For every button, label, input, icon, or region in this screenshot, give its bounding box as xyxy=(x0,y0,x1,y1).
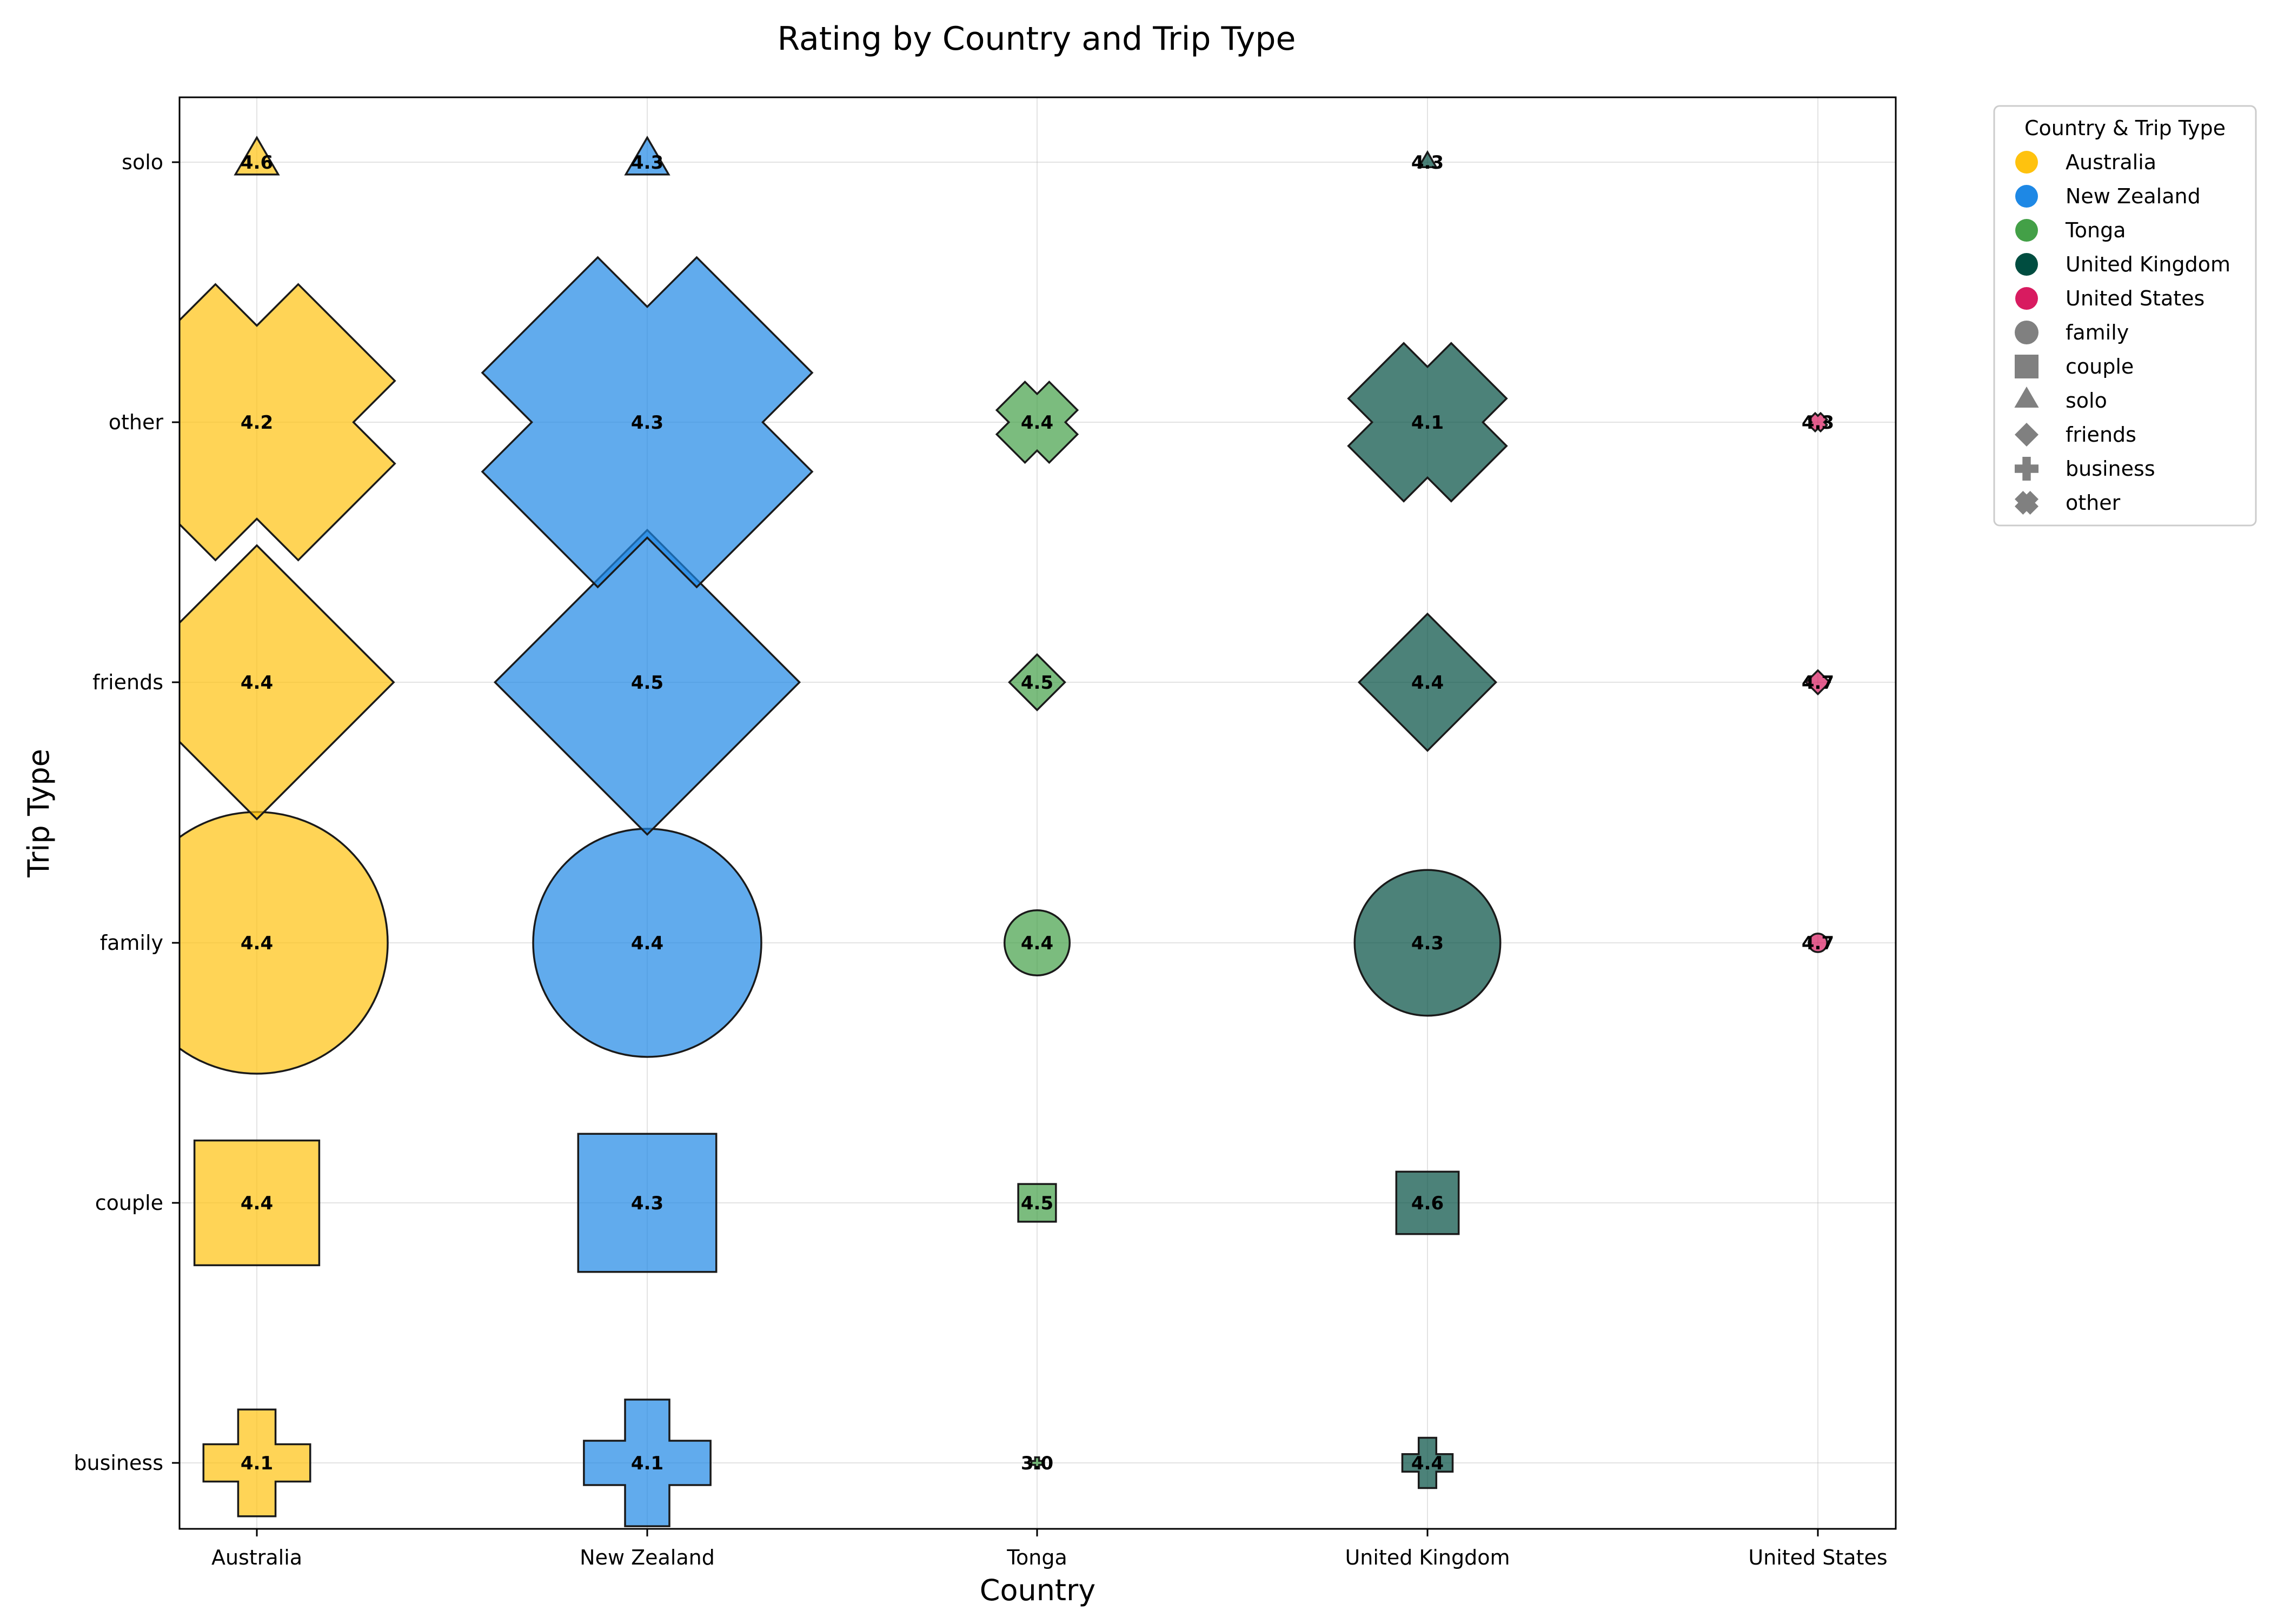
legend-trip-type-label: family xyxy=(2066,321,2129,344)
rating-label: 4.1 xyxy=(241,1453,273,1474)
other-marker xyxy=(481,256,814,589)
rating-label: 4.3 xyxy=(631,1193,663,1214)
rating-label: 4.6 xyxy=(1411,1193,1444,1214)
friends-marker xyxy=(1357,612,1498,753)
x-axis-title: Country xyxy=(980,1573,1096,1607)
rating-label: 4.4 xyxy=(1411,1453,1444,1474)
legend-color-swatch xyxy=(2015,151,2038,174)
friends-marker xyxy=(1008,653,1066,711)
tick-layer: Australia New Zealand Tonga United Kingdom U… xyxy=(74,150,1887,1569)
legend-color-swatch xyxy=(2015,185,2038,208)
rating-label: 4.7 xyxy=(1802,672,1834,694)
friends-marker xyxy=(493,528,801,836)
marker-layer xyxy=(180,135,1831,1527)
x-tick-label: New Zealand xyxy=(580,1546,715,1569)
y-tick-label: business xyxy=(74,1451,163,1475)
legend-trip-type-label: couple xyxy=(2066,355,2134,378)
x-tick-label: Tonga xyxy=(1006,1546,1067,1569)
legend-color-swatch xyxy=(2015,219,2038,242)
rating-label: 3.0 xyxy=(1021,1453,1053,1474)
legend-country-label: United States xyxy=(2066,287,2204,310)
legend-frame xyxy=(1993,105,2257,527)
family-marker xyxy=(1353,869,1502,1017)
rating-label: 4.5 xyxy=(1021,672,1053,694)
rating-label: 4.4 xyxy=(241,933,273,954)
y-tick-label: solo xyxy=(122,150,163,174)
rating-label: 4.3 xyxy=(1411,152,1444,174)
friends-marker xyxy=(180,544,395,821)
solo-marker xyxy=(624,135,670,176)
legend: Country & Trip Type Australia New Zealand… xyxy=(1993,105,2257,527)
legend-friends-shape xyxy=(2015,423,2038,447)
x-tick-label: United States xyxy=(1748,1546,1887,1569)
other-marker xyxy=(180,283,396,562)
y-tick-label: couple xyxy=(95,1191,163,1215)
business-marker xyxy=(1401,1436,1454,1489)
legend-country-label: Australia xyxy=(2066,150,2156,174)
legend-trip-type-label: friends xyxy=(2066,423,2136,447)
y-axis-title: Trip Type xyxy=(22,749,56,878)
rating-label: 4.4 xyxy=(1021,412,1053,434)
legend-country-label: New Zealand xyxy=(2066,184,2201,208)
rating-label: 4.5 xyxy=(631,672,663,694)
legend-trip-type-label: solo xyxy=(2066,389,2107,412)
solo-marker xyxy=(1417,150,1438,169)
couple-marker xyxy=(193,1139,321,1267)
rating-label: 4.4 xyxy=(241,672,273,694)
legend-country-label: United Kingdom xyxy=(2066,252,2230,276)
legend-family-shape xyxy=(2015,321,2038,344)
y-tick-label: other xyxy=(109,410,164,434)
rating-label: 4.6 xyxy=(241,152,273,174)
x-tick-label: Australia xyxy=(211,1546,302,1569)
business-marker xyxy=(1030,1456,1044,1470)
family-marker xyxy=(1003,909,1071,977)
y-tick-label: family xyxy=(100,931,163,955)
rating-label: 4.4 xyxy=(1021,933,1053,954)
friends-marker xyxy=(1804,669,1831,696)
rating-label: 4.4 xyxy=(241,1193,273,1214)
legend-other-shape xyxy=(2015,491,2038,515)
other-marker xyxy=(1347,342,1508,503)
legend-color-swatch xyxy=(2015,253,2038,276)
business-marker xyxy=(583,1399,712,1527)
other-marker xyxy=(995,380,1079,464)
rating-label: 4.3 xyxy=(631,412,663,434)
rating-label: 4.7 xyxy=(1802,933,1834,954)
rating-label: 4.1 xyxy=(1411,412,1444,434)
family-marker xyxy=(1808,933,1828,953)
rating-label: 4.3 xyxy=(1411,933,1444,954)
solo-marker xyxy=(234,135,280,176)
rating-label: 4.5 xyxy=(1021,1193,1053,1214)
value-label-layer: 4.6 4.2 4.4 4.4 4.4 4.1 4.3 4.3 4.5 4.4 4.3 4.1 4.4 4… xyxy=(241,152,1834,1474)
legend-couple-shape xyxy=(2015,355,2038,378)
legend-entries: Australia New Zealand Tonga United Kingdom U… xyxy=(2014,150,2230,515)
other-marker xyxy=(1807,411,1829,433)
rating-label: 4.4 xyxy=(631,933,663,954)
y-tick-label: friends xyxy=(92,670,163,694)
couple-marker xyxy=(577,1133,718,1273)
legend-trip-type-label: business xyxy=(2066,457,2155,481)
rating-label: 4.2 xyxy=(241,412,273,434)
couple-marker xyxy=(1395,1170,1460,1235)
legend-trip-type-label: other xyxy=(2066,491,2121,515)
rating-label: 4.3 xyxy=(631,152,663,174)
legend-business-shape xyxy=(2015,457,2038,481)
legend-color-swatch xyxy=(2015,287,2038,310)
rating-label: 4.3 xyxy=(1802,412,1834,434)
chart-title: Rating by Country and Trip Type xyxy=(778,20,1296,58)
business-marker xyxy=(202,1408,311,1517)
legend-country-label: Tonga xyxy=(2065,218,2126,242)
rating-label: 4.1 xyxy=(631,1453,663,1474)
x-tick-label: United Kingdom xyxy=(1345,1546,1510,1569)
legend-solo-shape xyxy=(2014,387,2039,408)
legend-title: Country & Trip Type xyxy=(2024,116,2226,140)
couple-marker xyxy=(1017,1183,1057,1223)
rating-label: 4.4 xyxy=(1411,672,1444,694)
